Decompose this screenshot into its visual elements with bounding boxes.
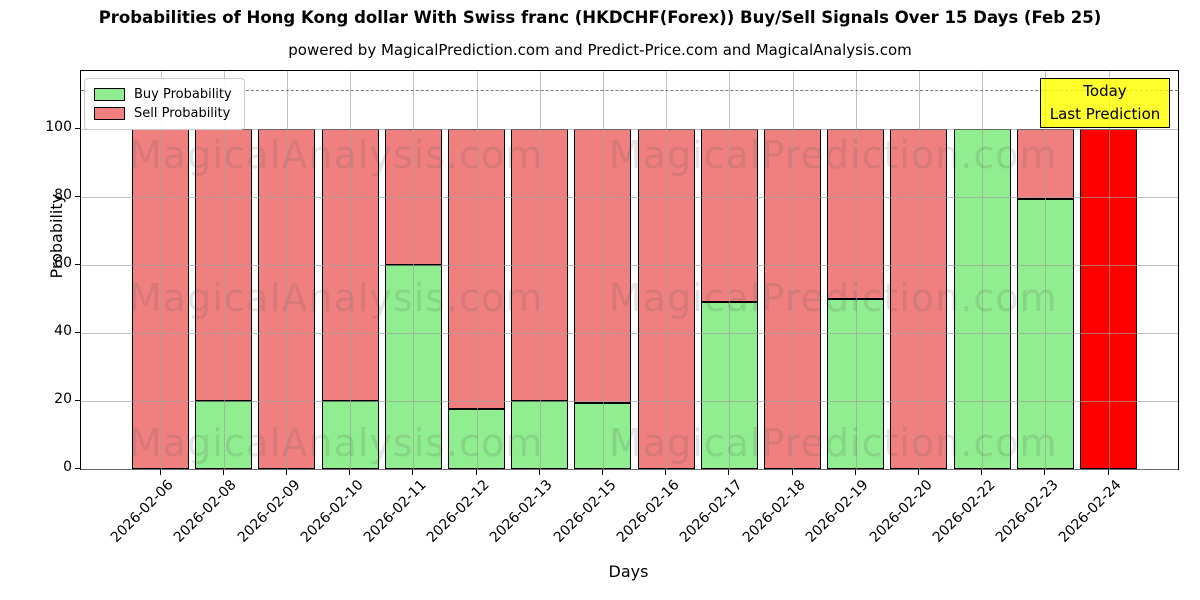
x-tick-label: 2026-02-18 — [739, 477, 809, 546]
x-tick-mark — [349, 469, 351, 475]
x-tick-label: 2026-02-20 — [866, 477, 936, 546]
x-gridline — [286, 71, 288, 469]
x-tick-mark — [1107, 469, 1109, 475]
legend-label-sell: Sell Probability — [134, 106, 231, 121]
x-tick-mark — [159, 469, 161, 475]
sell-swatch-icon — [94, 107, 125, 120]
x-tick-label: 2026-02-13 — [487, 477, 557, 546]
watermark-text: MagicalPrediction.com — [609, 133, 1058, 177]
y-tick-mark — [75, 195, 80, 197]
y-tick-mark — [75, 263, 80, 265]
x-tick-label: 2026-02-23 — [992, 477, 1062, 546]
y-gridline — [81, 469, 1178, 470]
y-tick-label: 20 — [54, 390, 72, 407]
plot-area: Buy Probability Sell Probability Today L… — [80, 70, 1179, 470]
x-gridline — [539, 71, 541, 469]
y-tick-label: 40 — [54, 322, 72, 339]
buy-swatch-icon — [94, 88, 125, 101]
x-tick-label: 2026-02-11 — [360, 477, 430, 546]
y-tick-label: 0 — [63, 459, 72, 475]
legend-label-buy: Buy Probability — [134, 87, 232, 102]
watermark-text: MagicalAnalysis.com — [129, 421, 544, 465]
y-tick-label: 60 — [54, 254, 72, 271]
legend-item-buy: Buy Probability — [94, 85, 232, 104]
watermark-text: MagicalPrediction.com — [609, 421, 1058, 465]
y-tick-mark — [75, 468, 80, 469]
x-gridline — [602, 71, 604, 469]
x-tick-label: 2026-02-06 — [107, 477, 177, 546]
chart-title: Probabilities of Hong Kong dollar With S… — [98, 8, 1102, 27]
x-gridline — [160, 71, 162, 469]
watermark-text: MagicalAnalysis.com — [129, 276, 544, 320]
legend-item-sell: Sell Probability — [94, 104, 232, 123]
x-tick-label: 2026-02-16 — [613, 477, 683, 546]
y-tick-mark — [75, 127, 80, 129]
x-tick-mark — [222, 469, 224, 475]
today-annotation-box: Today Last Prediction — [1040, 78, 1170, 128]
x-gridline — [792, 71, 794, 469]
watermark-text: MagicalAnalysis.com — [129, 133, 544, 177]
y-tick-mark — [75, 399, 80, 401]
y-gridline — [81, 400, 1178, 402]
x-gridline — [666, 71, 668, 469]
x-tick-label: 2026-02-17 — [676, 477, 746, 546]
x-tick-label: 2026-02-24 — [1055, 477, 1125, 546]
watermark-text: MagicalPrediction.com — [609, 276, 1058, 320]
legend: Buy Probability Sell Probability — [84, 78, 245, 130]
x-tick-label: 2026-02-22 — [929, 477, 999, 546]
x-gridline — [982, 71, 984, 469]
y-tick-label: 100 — [45, 118, 72, 135]
x-tick-mark — [917, 469, 919, 475]
x-tick-mark — [791, 469, 793, 475]
x-gridline — [1108, 71, 1110, 469]
x-tick-mark — [665, 469, 667, 475]
x-tick-label: 2026-02-10 — [297, 477, 367, 546]
x-gridline — [476, 71, 478, 469]
y-gridline — [81, 196, 1178, 198]
x-tick-mark — [412, 469, 414, 475]
y-gridline — [81, 264, 1178, 266]
x-tick-mark — [475, 469, 477, 475]
chart-subtitle: powered by MagicalPrediction.com and Pre… — [288, 41, 912, 59]
x-tick-mark — [538, 469, 540, 475]
x-tick-mark — [981, 469, 983, 475]
x-tick-label: 2026-02-19 — [803, 477, 873, 546]
x-tick-mark — [601, 469, 603, 475]
x-gridline — [1045, 71, 1047, 469]
x-gridline — [855, 71, 857, 469]
y-tick-mark — [75, 331, 80, 333]
x-gridline — [729, 71, 731, 469]
x-tick-mark — [854, 469, 856, 475]
y-tick-label: 80 — [54, 186, 72, 203]
x-tick-label: 2026-02-12 — [423, 477, 493, 546]
x-tick-mark — [1044, 469, 1046, 475]
y-gridline — [81, 128, 1178, 130]
x-tick-mark — [285, 469, 287, 475]
x-gridline — [413, 71, 415, 469]
today-annotation-line2: Last Prediction — [1049, 105, 1161, 123]
x-gridline — [918, 71, 920, 469]
x-tick-label: 2026-02-08 — [171, 477, 241, 546]
x-tick-mark — [728, 469, 730, 475]
x-axis-label: Days — [608, 562, 649, 581]
dashed-threshold-line — [81, 89, 1178, 91]
today-annotation-line1: Today — [1083, 82, 1127, 100]
x-tick-label: 2026-02-09 — [234, 477, 304, 546]
x-gridline — [350, 71, 352, 469]
x-tick-label: 2026-02-15 — [550, 477, 620, 546]
y-gridline — [81, 332, 1178, 334]
x-gridline — [223, 71, 225, 469]
